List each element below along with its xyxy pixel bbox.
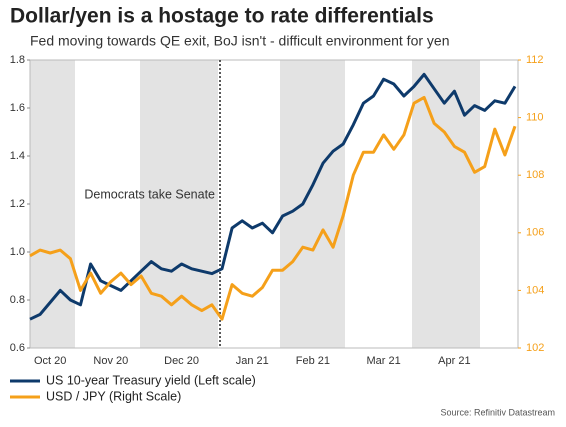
y-tick-label: 1.6 bbox=[10, 102, 25, 114]
x-tick-label: Jan 21 bbox=[236, 355, 269, 367]
y2-tick-label: 110 bbox=[526, 112, 544, 124]
month-band bbox=[280, 60, 345, 348]
x-tick-label: Oct 20 bbox=[34, 355, 66, 367]
source: Source: Refinitiv Datastream bbox=[440, 407, 555, 417]
x-tick-label: Nov 20 bbox=[93, 355, 128, 367]
y-tick-label: 1.0 bbox=[10, 246, 25, 258]
legend-label: US 10-year Treasury yield (Left scale) bbox=[46, 373, 256, 387]
y2-tick-label: 102 bbox=[526, 342, 544, 354]
chart-subtitle: Fed moving towards QE exit, BoJ isn't - … bbox=[30, 33, 449, 49]
x-tick-label: Feb 21 bbox=[296, 355, 330, 367]
month-band bbox=[412, 60, 480, 348]
x-tick-label: Dec 20 bbox=[164, 355, 199, 367]
y2-tick-label: 104 bbox=[526, 284, 544, 296]
y-tick-label: 1.4 bbox=[10, 150, 25, 162]
x-tick-label: Apr 21 bbox=[438, 355, 470, 367]
month-band bbox=[30, 60, 75, 348]
y2-tick-label: 112 bbox=[526, 54, 544, 66]
y2-tick-label: 106 bbox=[526, 227, 544, 239]
annotation: Democrats take Senate bbox=[84, 187, 215, 201]
series-line bbox=[29, 72, 517, 321]
y-tick-label: 0.8 bbox=[10, 294, 25, 306]
series-line bbox=[29, 95, 517, 321]
month-band bbox=[140, 60, 218, 348]
chart-title: Dollar/yen is a hostage to rate differen… bbox=[10, 5, 434, 28]
legend-label: USD / JPY (Right Scale) bbox=[46, 389, 181, 403]
y2-tick-label: 108 bbox=[526, 169, 544, 181]
x-tick-label: Mar 21 bbox=[367, 355, 401, 367]
y-tick-label: 0.6 bbox=[10, 342, 25, 354]
y-tick-label: 1.8 bbox=[10, 54, 25, 66]
y-tick-label: 1.2 bbox=[10, 198, 25, 210]
